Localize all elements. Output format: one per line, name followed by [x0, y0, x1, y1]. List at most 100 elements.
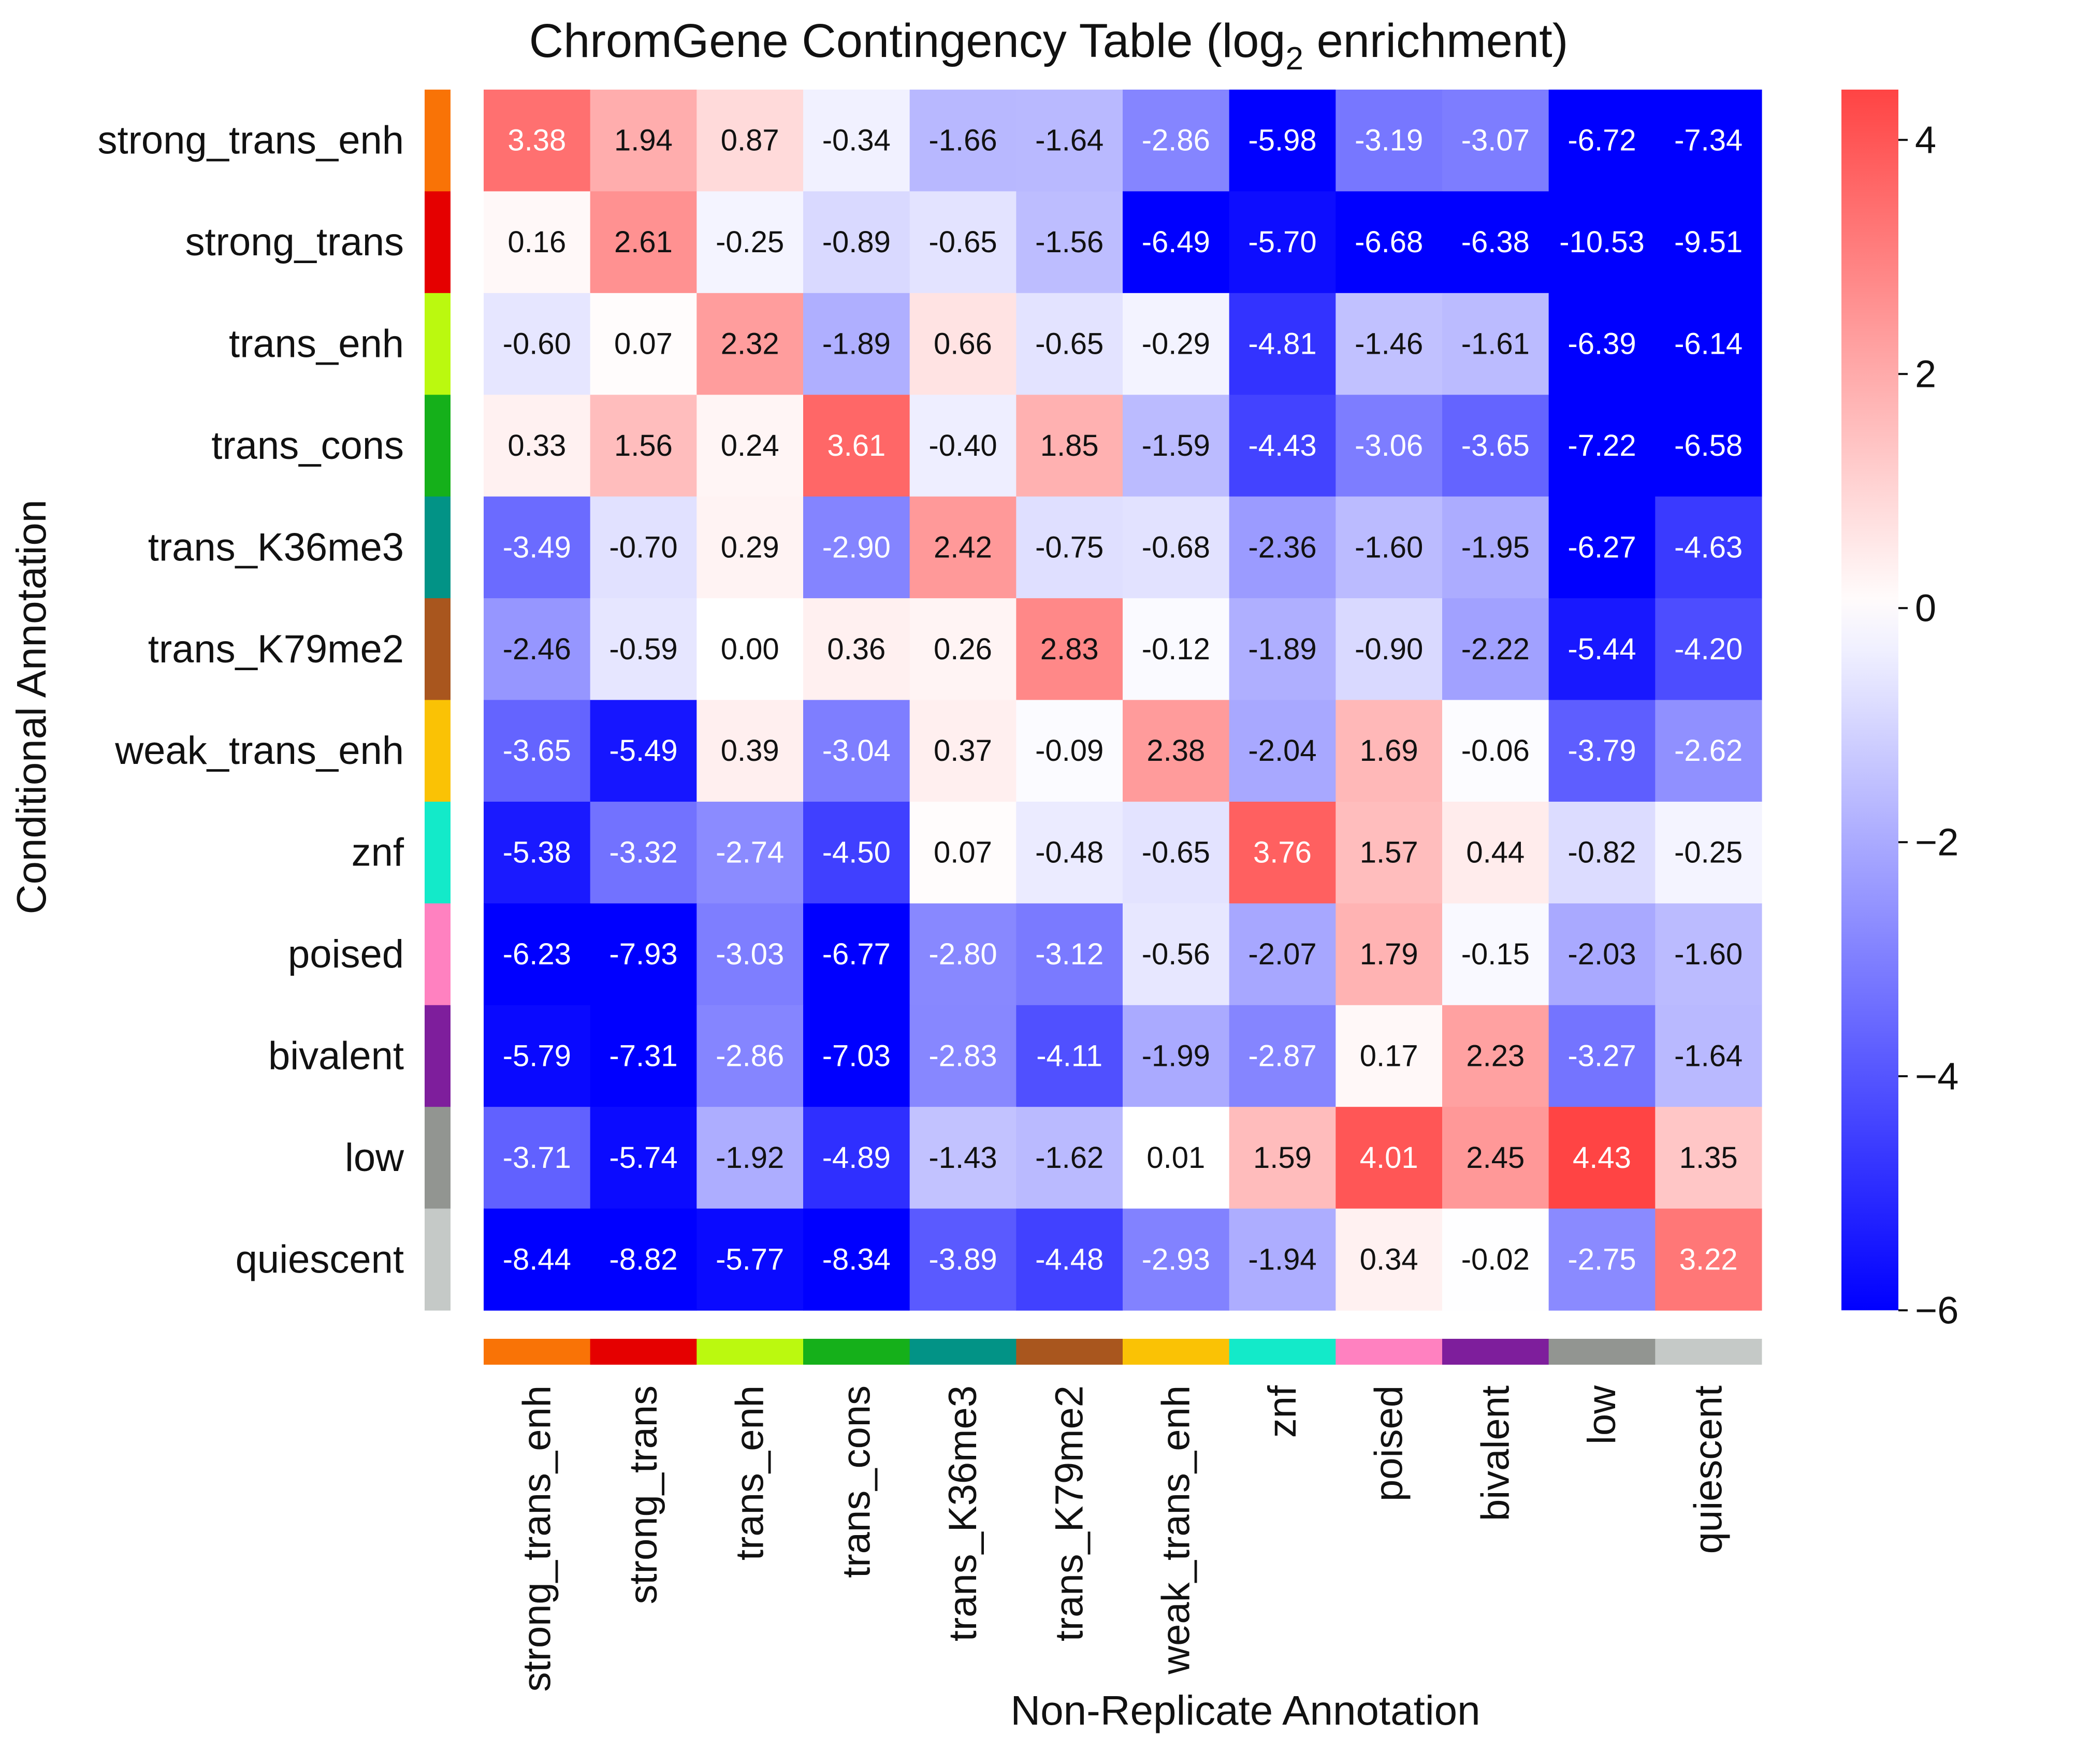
heatmap-cell	[696, 395, 804, 497]
cell-value-label: -7.31	[609, 1039, 677, 1073]
cell-value-label: -1.46	[1355, 327, 1423, 361]
heatmap-cell	[1655, 293, 1762, 395]
heatmap-cell	[1123, 598, 1230, 701]
heatmap-cell	[1548, 598, 1656, 701]
cell-value-label: -7.34	[1674, 124, 1743, 157]
cell-value-label: -2.03	[1567, 937, 1636, 971]
y-tick-label: weak_trans_enh	[114, 729, 404, 773]
heatmap-cell	[803, 801, 910, 904]
x-tick-label: low	[1580, 1385, 1624, 1444]
cell-value-label: 2.32	[721, 327, 779, 361]
x-tick-label: znf	[1260, 1385, 1304, 1438]
cell-value-label: -0.09	[1035, 734, 1104, 768]
cell-value-label: -1.94	[1248, 1242, 1316, 1276]
cell-value-label: -2.04	[1248, 734, 1316, 768]
heatmap-cell	[909, 598, 1017, 701]
heatmap-cell	[1655, 191, 1762, 294]
heatmap-cell	[909, 191, 1017, 294]
heatmap-cell	[803, 700, 910, 802]
cell-value-label: -0.65	[1142, 836, 1210, 870]
heatmap-cell	[1442, 191, 1549, 294]
cell-value-label: -0.40	[928, 429, 997, 462]
column-category-strip	[484, 1339, 1762, 1365]
heatmap-cell	[1335, 191, 1443, 294]
cell-value-label: -0.60	[503, 327, 571, 361]
cell-value-label: 1.85	[1040, 429, 1099, 462]
cell-value-label: -1.89	[822, 327, 891, 361]
cell-value-label: 2.45	[1466, 1141, 1525, 1175]
cell-value-label: 1.59	[1253, 1141, 1312, 1175]
heatmap-cell	[1123, 395, 1230, 497]
cell-value-label: 2.83	[1040, 632, 1099, 666]
column-strip-segment	[909, 1339, 1017, 1365]
colorbar-tick-label: 4	[1915, 119, 1936, 162]
y-tick-label: poised	[288, 932, 404, 976]
heatmap-cell	[1229, 1208, 1336, 1311]
heatmap-cell	[1016, 1005, 1123, 1107]
heatmap-cell	[1442, 598, 1549, 701]
heatmap-cell	[1335, 1208, 1443, 1311]
heatmap-cell	[696, 1107, 804, 1209]
cell-value-label: 1.56	[614, 429, 673, 462]
cell-value-label: -4.50	[822, 836, 891, 870]
colorbar-tick-label: −4	[1915, 1055, 1958, 1098]
heatmap-cell	[484, 598, 591, 701]
heatmap-cell	[909, 1005, 1017, 1107]
heatmap-cell	[1655, 1107, 1762, 1209]
heatmap-cell	[909, 903, 1017, 1006]
cell-value-label: -0.34	[822, 124, 891, 157]
heatmap-cell	[1016, 395, 1123, 497]
heatmap-cell	[803, 395, 910, 497]
cell-value-label: -0.15	[1461, 937, 1530, 971]
cell-value-label: -6.14	[1674, 327, 1743, 361]
row-strip-segment	[425, 1005, 451, 1107]
cell-value-label: 0.44	[1466, 836, 1525, 870]
heatmap-cell	[1442, 801, 1549, 904]
y-tick-labels: strong_trans_enh strong_trans trans_enhtra…	[97, 119, 404, 1282]
column-strip-segment	[696, 1339, 804, 1365]
cell-value-label: -4.43	[1248, 429, 1316, 462]
y-tick-label: bivalent	[268, 1034, 404, 1078]
heatmap-cell	[590, 293, 697, 395]
heatmap-cell	[1548, 395, 1656, 497]
heatmap-cell	[484, 1005, 591, 1107]
cell-value-label: -6.68	[1355, 225, 1423, 259]
cell-value-label: -1.64	[1674, 1039, 1743, 1073]
heatmap-cell	[1548, 1107, 1656, 1209]
heatmap-cell-labels: 3.38 1.94 0.87 -0.34 -1.66 -1.64 -2.86 -5.98 -3.…	[503, 124, 1743, 1277]
row-strip-segment	[425, 1107, 451, 1209]
cell-value-label: 0.37	[934, 734, 992, 768]
x-tick-label: trans_cons	[834, 1385, 878, 1578]
cell-value-label: -6.39	[1567, 327, 1636, 361]
y-tick-label: strong_trans	[185, 220, 404, 264]
heatmap-cell	[1442, 293, 1549, 395]
y-tick-label: trans_K79me2	[148, 627, 404, 671]
heatmap-cell	[1548, 903, 1656, 1006]
heatmap-cell	[803, 1107, 910, 1209]
column-strip-segment	[1655, 1339, 1762, 1365]
heatmap-cell	[1655, 903, 1762, 1006]
heatmap-cell	[484, 191, 591, 294]
cell-value-label: -0.89	[822, 225, 891, 259]
cell-value-label: 1.35	[1679, 1141, 1738, 1175]
cell-value-label: 0.33	[507, 429, 566, 462]
heatmap-cell	[590, 598, 697, 701]
cell-value-label: 1.57	[1360, 836, 1418, 870]
x-tick-label: trans_K36me3	[941, 1385, 985, 1641]
cell-value-label: -0.29	[1142, 327, 1210, 361]
cell-value-label: -1.60	[1674, 937, 1743, 971]
heatmap-cell	[696, 598, 804, 701]
cell-value-label: -6.23	[503, 937, 571, 971]
heatmap-cell	[1442, 1208, 1549, 1311]
cell-value-label: 0.29	[721, 530, 779, 564]
cell-value-label: -2.86	[1142, 124, 1210, 157]
cell-value-label: -0.25	[1674, 836, 1743, 870]
colorbar: 4 2 0 −2 −4 −6	[1841, 90, 1958, 1332]
column-strip-segment	[1229, 1339, 1336, 1365]
heatmap-cell	[1016, 1107, 1123, 1209]
heatmap-cell	[590, 1107, 697, 1209]
heatmap-cell	[1123, 90, 1230, 192]
heatmap-cell	[1016, 700, 1123, 802]
heatmap-cell	[1123, 191, 1230, 294]
heatmap-cell	[1442, 903, 1549, 1006]
